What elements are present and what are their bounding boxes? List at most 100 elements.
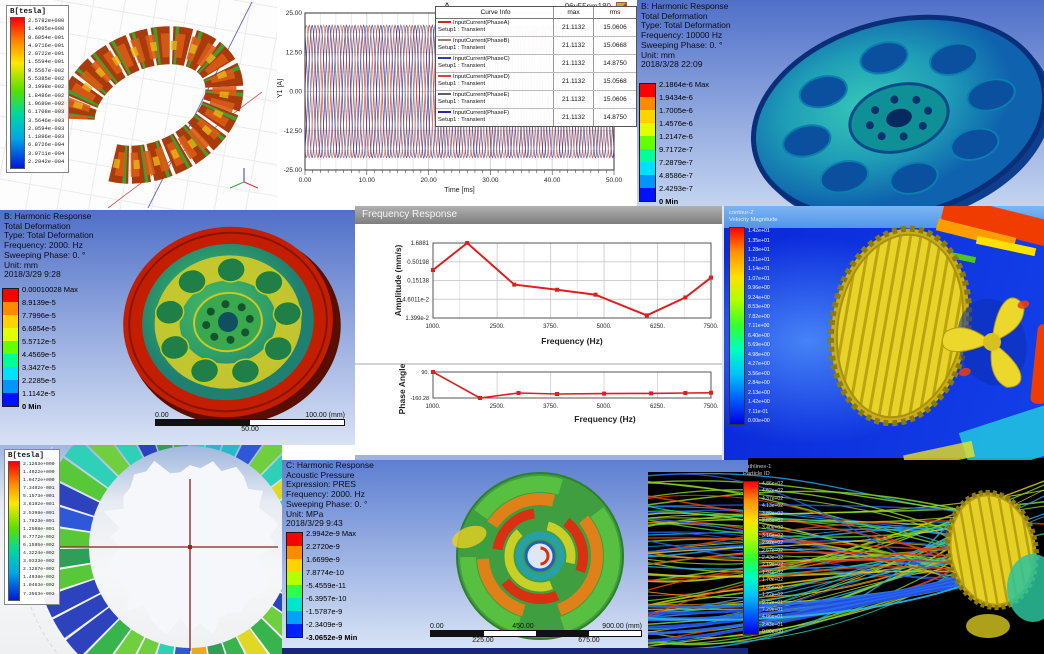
svg-text:3750.: 3750. [543,404,558,410]
legend-value: 1.46e+02 [762,584,783,591]
ruler-bar [155,419,345,426]
legend-value: 2.5398e-001 [23,510,55,516]
flywheel-render [750,14,1044,210]
curve-swatch [438,93,451,96]
legend-value: 1.4938e-002 [23,575,55,581]
colorbar-label: 7.7996e-5 [22,311,56,320]
legend-value: 7.3563e-003 [23,591,55,597]
curve-swatch [438,39,451,42]
ruler-mid: 50.00 [241,426,259,433]
colorbar-band [3,315,18,328]
rotor-field-render [12,445,282,654]
svg-text:90.: 90. [421,370,429,376]
svg-text:5000.: 5000. [597,324,612,330]
colorbar-bands [286,532,303,638]
colorbar-label: 0.00010028 Max [22,285,78,294]
window-titlebar[interactable]: Frequency Response [355,206,722,224]
legend-value: 9.5567e-002 [28,66,65,74]
ruler-900: 900.00 (mm) [602,623,642,630]
header-line: Total Deformation [641,10,708,21]
colorbar-band [640,175,655,188]
legend-value: 2.67e+02 [762,547,783,554]
curve-max: 21.1132 [554,91,594,108]
legend-value: 1.2508e-001 [23,526,55,532]
legend-row: InputCurrent(PhaseB) Setup1 : Transient … [436,37,636,55]
legend-value: 2.19e+02 [762,562,783,569]
header-line: Expression: PRES [286,479,356,490]
colorbar-label: 0 Min [22,402,42,411]
svg-text:Phase Angle: Phase Angle [397,363,407,414]
colorbar-band [3,302,18,315]
legend-header-line: pathlines-1 [743,464,772,470]
panel-harmonic-2000: B: Harmonic Response Total Deformation Typ… [0,210,355,445]
panel-pathlines: pathlines-1 Particle ID 4.86e+02 4.62e+02 4… [648,458,1044,654]
legend-header-line: contour-2 [729,210,754,216]
curve-info-legend: Curve Info max rms InputCurrent(PhaseA) … [435,6,637,127]
legend-header-rms: rms [609,9,621,16]
field-legend-title: B[tesla] [10,8,47,16]
svg-text:25.00: 25.00 [286,10,303,17]
legend-value: 1.94e+02 [762,569,783,576]
svg-text:-160.28: -160.28 [410,396,429,402]
legend-value: 2.0722e-001 [28,50,65,58]
colorbar-band [287,533,302,546]
legend-value: 9.72e+01 [762,599,783,606]
legend-value: 1.21e+01 [748,256,770,263]
legend-value: 1.4922e+000 [23,470,55,476]
colorbar-band [3,341,18,354]
gear-propeller-render [827,224,1030,428]
legend-value: 2.5782e+000 [28,17,65,24]
legend-header-row: Curve Info max rms [436,7,636,19]
legend-curve-name: InputCurrent(PhaseC) Setup1 : Transient [436,55,554,72]
legend-value: 4.62e+02 [762,488,783,495]
colorbar-label: 8.9139e-5 [22,298,56,307]
field-legend-gradient-bar [8,461,20,601]
field-legend-values: 2.5782e+000 1.4095e+000 8.6054e-001 4.9716e… [28,17,64,169]
deformation-colorbar: 2.1864e-6 Max 1.9434e-6 1.7005e-6 1.4576e-6… [639,80,709,208]
colorbar-band [640,110,655,123]
colorbar-band [287,611,302,624]
svg-text:0.00: 0.00 [299,177,312,184]
colorbar-band [287,546,302,559]
acoustic-disc-render [451,472,624,640]
legend-value: 6.40e+00 [748,332,770,339]
legend-value: 3.1998e-002 [28,83,65,91]
particle-legend: pathlines-1 Particle ID 4.86e+02 4.62e+02 4… [743,464,783,637]
panel-current-plot: A 96v55nm180 Y1 [A] 0.0010.0020.0030.004… [277,0,637,210]
svg-text:6250.: 6250. [650,324,665,330]
deformation-colorbar: 0.00010028 Max 8.9139e-5 7.7996e-5 6.6854e-… [2,285,78,413]
legend-value: 8.7772e-002 [23,534,55,540]
legend-value: 7.11e-01 [748,408,769,415]
colorbar-label: -5.4559e-11 [306,581,346,590]
curve-max: 21.1132 [554,109,594,126]
y-axis-label: Y1 [A] [277,78,285,99]
header-line: Frequency: 10000 Hz [641,30,723,41]
legend-value: 8.53e+00 [748,304,770,310]
curve-name: InputCurrent(PhaseB) [453,38,510,44]
ruler-start: 0.00 [155,412,169,419]
colorbar-label: 1.4576e-6 [659,119,693,128]
legend-value: 5.69e+00 [748,342,770,348]
field-legend: B[tesla] 2.5782e+000 1.4095e+000 8.6054e-0… [6,5,70,173]
svg-text:7500.: 7500. [703,324,718,330]
legend-value: 5.5385e-002 [28,75,65,83]
legend-value: 1.7823e-001 [23,518,55,524]
colorbar-label: 2.1864e-6 Max [659,80,710,89]
svg-text:0.00: 0.00 [289,89,302,96]
curve-max: 21.1132 [554,19,594,36]
legend-value: 1.22e+02 [762,592,783,599]
colorbar-label: -2.3409e-9 [306,620,343,629]
colorbar-band [3,367,18,380]
legend-value: 7.11e+00 [748,323,770,329]
curve-swatch [438,57,451,60]
header-line: Frequency: 2000. Hz [4,240,83,251]
header-line: Frequency: 2000. Hz [286,489,365,500]
frequency-response-chart: 1.6881 0.50198 0.15138 4.6011e-2 1.399e-2 100… [355,241,722,424]
panel-velocity-contour: contour-2 Velocity Magnitude 1.42e+01 1.35… [722,206,1044,460]
colorbar-label: 1.2147e-6 [659,132,693,141]
header-line: Type: Total Deformation [4,230,94,241]
legend-value: 9.96e+00 [748,285,770,291]
colorbar-label: 2.2285e-5 [22,376,56,385]
colorbar-label: -6.3957e-10 [306,594,347,603]
header-line: Sweeping Phase: 0. ° [4,249,86,260]
